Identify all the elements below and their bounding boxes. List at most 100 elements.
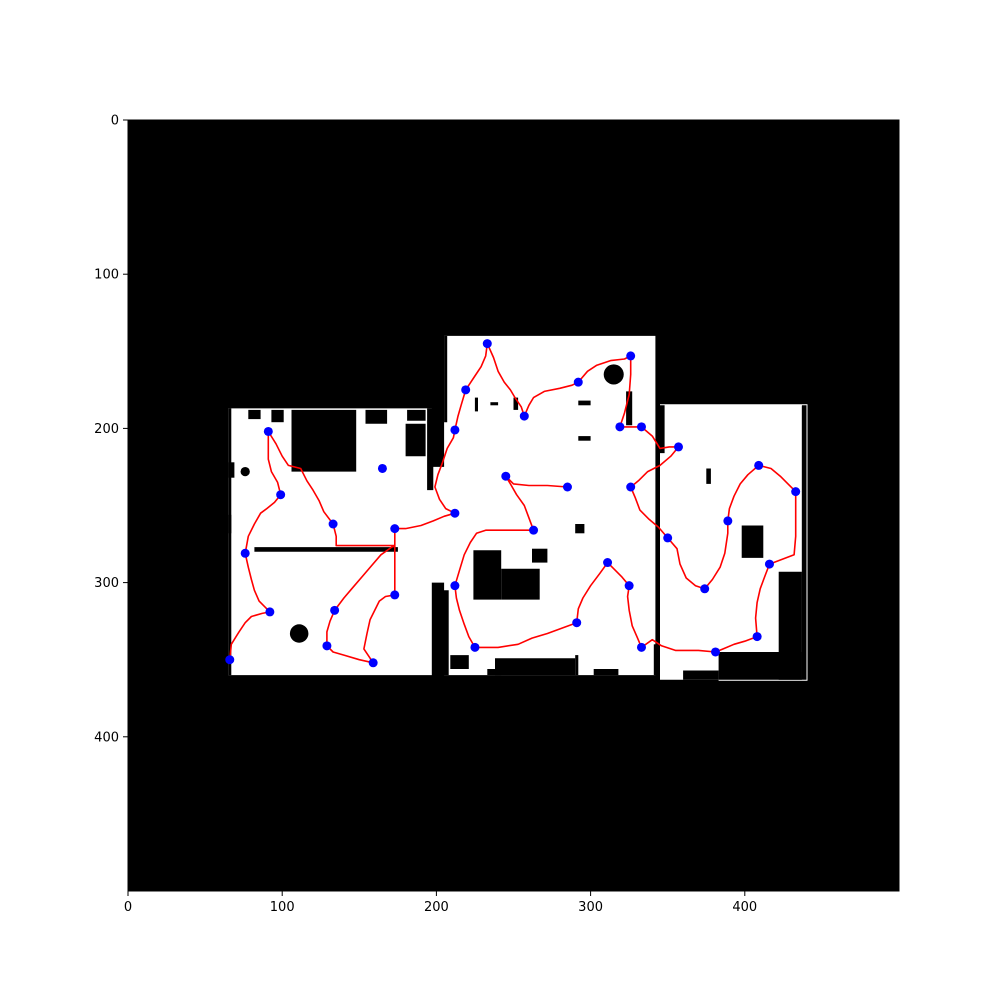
obstacle-23 [433, 610, 441, 676]
waypoint-layer [225, 339, 801, 668]
waypoint-19 [615, 422, 625, 432]
obstacle-5 [405, 423, 426, 457]
occupancy-grid-plot [127, 119, 900, 892]
obstacle-9 [228, 514, 232, 534]
waypoint-17 [573, 377, 583, 387]
waypoint-30 [711, 647, 721, 657]
waypoint-34 [572, 618, 582, 628]
round-obstacle-0 [603, 364, 624, 385]
obstacle-8 [228, 408, 232, 676]
waypoint-8 [390, 590, 400, 600]
waypoint-31 [636, 642, 646, 652]
waypoint-20 [636, 422, 646, 432]
waypoint-9 [368, 658, 378, 668]
waypoint-35 [470, 642, 480, 652]
waypoint-13 [450, 425, 460, 435]
obstacle-24 [450, 655, 469, 669]
waypoint-39 [562, 482, 572, 492]
obstacle-31 [490, 402, 499, 406]
free-region-1 [444, 335, 656, 676]
obstacle-30 [474, 397, 478, 412]
y-tick-label-0: 0 [111, 114, 119, 129]
x-tick-label-1: 100 [270, 900, 295, 915]
y-tick-label-3: 300 [94, 576, 119, 591]
waypoint-37 [529, 525, 539, 535]
obstacle-14 [578, 400, 591, 406]
waypoint-26 [754, 460, 764, 470]
round-obstacle-2 [240, 466, 250, 477]
obstacle-18 [741, 525, 764, 558]
obstacle-20 [718, 652, 802, 680]
waypoint-12 [450, 508, 460, 518]
waypoint-6 [377, 463, 387, 473]
waypoint-18 [626, 351, 636, 361]
obstacle-36 [801, 405, 807, 680]
waypoint-14 [461, 385, 471, 395]
waypoint-21 [673, 442, 683, 452]
waypoint-29 [752, 632, 762, 642]
obstacle-0 [291, 409, 357, 472]
waypoint-22 [626, 482, 636, 492]
obstacle-7 [254, 547, 398, 552]
plot-frame [127, 119, 900, 892]
waypoint-27 [791, 487, 801, 497]
waypoint-5 [328, 519, 338, 529]
obstacle-29 [487, 669, 502, 676]
waypoint-10 [322, 641, 332, 651]
obstacle-25 [575, 655, 579, 676]
x-axis: 0 100 200 300 400 [124, 891, 757, 915]
obstacle-22 [442, 590, 449, 676]
waypoint-15 [482, 339, 492, 349]
obstacle-28 [683, 670, 719, 680]
obstacle-26 [593, 669, 619, 676]
x-tick-label-4: 400 [732, 900, 757, 915]
obstacle-13 [532, 548, 548, 563]
waypoint-28 [764, 559, 774, 569]
obstacle-17 [658, 405, 665, 454]
obstacle-3 [365, 409, 388, 424]
obstacle-12 [501, 568, 540, 600]
waypoint-23 [663, 533, 673, 543]
obstacle-10 [444, 335, 448, 423]
waypoint-0 [225, 655, 235, 665]
obstacle-21 [495, 658, 576, 676]
waypoint-36 [450, 581, 460, 591]
path-layer [229, 342, 797, 664]
free-region-3 [428, 466, 452, 583]
obstacle-15 [578, 436, 591, 441]
waypoint-1 [265, 607, 275, 617]
y-tick-label-1: 100 [94, 268, 119, 283]
x-tick-label-3: 300 [578, 900, 603, 915]
waypoint-2 [240, 548, 250, 558]
round-obstacle-1 [289, 624, 309, 643]
obstacle-34 [575, 524, 585, 534]
obstacle-27 [653, 644, 660, 676]
y-tick-label-4: 400 [94, 730, 119, 745]
obstacle-33 [228, 462, 235, 478]
robot-path [229, 342, 797, 664]
waypoint-11 [330, 605, 340, 615]
free-region-2 [660, 405, 802, 680]
waypoint-25 [723, 516, 733, 526]
waypoint-16 [519, 411, 529, 421]
y-axis: 0 100 200 300 400 [94, 114, 128, 745]
y-tick-label-2: 200 [94, 422, 119, 437]
obstacle-6 [427, 408, 434, 491]
x-tick-label-0: 0 [124, 900, 132, 915]
obstacle-2 [271, 409, 284, 423]
waypoint-4 [263, 426, 273, 436]
obstacle-35 [706, 468, 711, 484]
obstacle-11 [473, 550, 502, 600]
x-tick-label-2: 200 [424, 900, 449, 915]
waypoint-32 [624, 581, 634, 591]
waypoint-24 [700, 584, 710, 594]
obstacle-layer [228, 335, 807, 680]
waypoint-3 [276, 490, 286, 500]
obstacle-4 [407, 409, 426, 421]
waypoint-7 [390, 524, 400, 534]
free-region-0 [228, 408, 432, 676]
waypoint-33 [603, 558, 613, 568]
waypoint-38 [501, 471, 511, 481]
obstacle-1 [248, 409, 261, 420]
